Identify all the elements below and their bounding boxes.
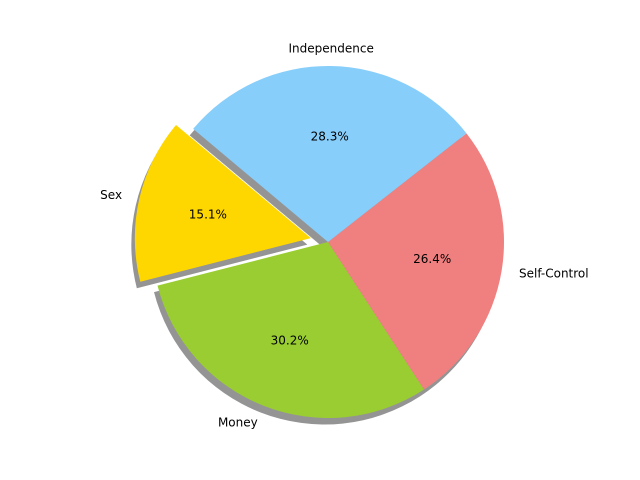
slice-layer	[134, 65, 505, 418]
pct-label-independence: 28.3%	[311, 129, 349, 143]
slice-label-sex: Sex	[100, 188, 122, 202]
slice-label-independence: Independence	[289, 41, 374, 55]
slice-label-money: Money	[218, 415, 258, 429]
pie-slice-independence	[193, 65, 467, 242]
pct-label-sex: 15.1%	[189, 208, 227, 222]
pct-label-money: 30.2%	[271, 333, 309, 347]
pie-slice-self-control	[328, 133, 505, 390]
slice-label-self-control: Self-Control	[519, 267, 589, 281]
pct-label-self-control: 26.4%	[413, 252, 451, 266]
pie-slice-money	[157, 242, 425, 418]
label-layer: 15.1% Sex 30.2% Money 26.4% Self-Control 28.3%…	[100, 41, 588, 429]
pie-slice-sex	[134, 124, 311, 282]
